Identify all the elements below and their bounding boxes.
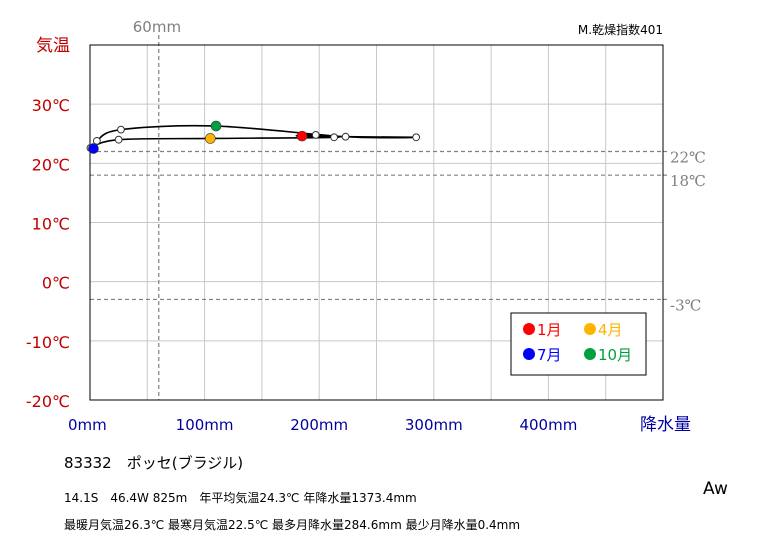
y-tick-label: 30℃ xyxy=(32,96,70,115)
climograph-series xyxy=(86,120,421,154)
legend-box xyxy=(510,312,647,376)
dryness-index-label: M.乾燥指数401 xyxy=(578,22,663,37)
y-tick-label: -10℃ xyxy=(26,333,70,352)
month-point-9 xyxy=(117,125,125,134)
month-point-2 xyxy=(311,131,320,139)
x-tick-label: 100mm xyxy=(176,416,234,434)
station-title: 83332 ポッセ(ブラジル) xyxy=(64,454,244,472)
x-axis-title: 降水量 xyxy=(640,415,691,435)
x-tick-label: 200mm xyxy=(290,416,348,434)
station-info-line2: 最暖月気温26.3℃ 最寒月気温22.5℃ 最多月降水量284.6mm 最少月降… xyxy=(64,518,521,532)
legend-marker xyxy=(584,323,596,335)
x-tick-label: 400mm xyxy=(519,416,577,434)
plot-frame xyxy=(89,44,664,401)
month-point-11 xyxy=(341,132,350,141)
x-tick-label: 0mm xyxy=(68,416,107,434)
reference-label-temp: 22℃ xyxy=(670,149,706,167)
y-axis-title: 気温 xyxy=(36,36,70,56)
legend-marker xyxy=(523,348,535,360)
month-point-10 xyxy=(210,120,222,132)
station-info-line1: 14.1S 46.4W 825m 年平均気温24.3℃ 年降水量1373.4mm xyxy=(64,491,417,505)
legend: 1月 4月 7月 10月 xyxy=(510,312,647,376)
legend-marker xyxy=(584,348,596,360)
legend-marker xyxy=(523,323,535,335)
month-point-1 xyxy=(296,130,308,142)
reference-lines xyxy=(90,35,670,400)
reference-label-temp: -3℃ xyxy=(670,296,701,314)
x-tick-label: 300mm xyxy=(405,416,463,434)
climate-class: Aw xyxy=(703,479,728,499)
y-tick-label: 20℃ xyxy=(32,155,70,174)
legend-label: 7月 xyxy=(537,346,562,364)
y-tick-label: 10℃ xyxy=(32,215,70,234)
month-point-8 xyxy=(92,136,101,145)
legend-label: 10月 xyxy=(598,346,632,364)
month-point-5 xyxy=(114,135,123,144)
axis-labels: 22℃ 18℃ -3℃ 60mm 30℃ 20℃ 10℃ 0℃ -10℃ -20℃ 0mm 100mm… xyxy=(26,18,706,435)
y-tick-label: 0℃ xyxy=(42,274,70,293)
reference-label-temp: 18℃ xyxy=(670,172,706,190)
month-point-4 xyxy=(205,133,216,144)
month-point-12 xyxy=(412,133,421,142)
y-tick-label: -20℃ xyxy=(26,392,70,411)
reference-label-precip: 60mm xyxy=(133,18,181,36)
legend-label: 1月 xyxy=(537,321,562,339)
legend-label: 4月 xyxy=(598,321,623,339)
month-point-7 xyxy=(88,143,99,154)
month-point-3 xyxy=(330,133,338,142)
